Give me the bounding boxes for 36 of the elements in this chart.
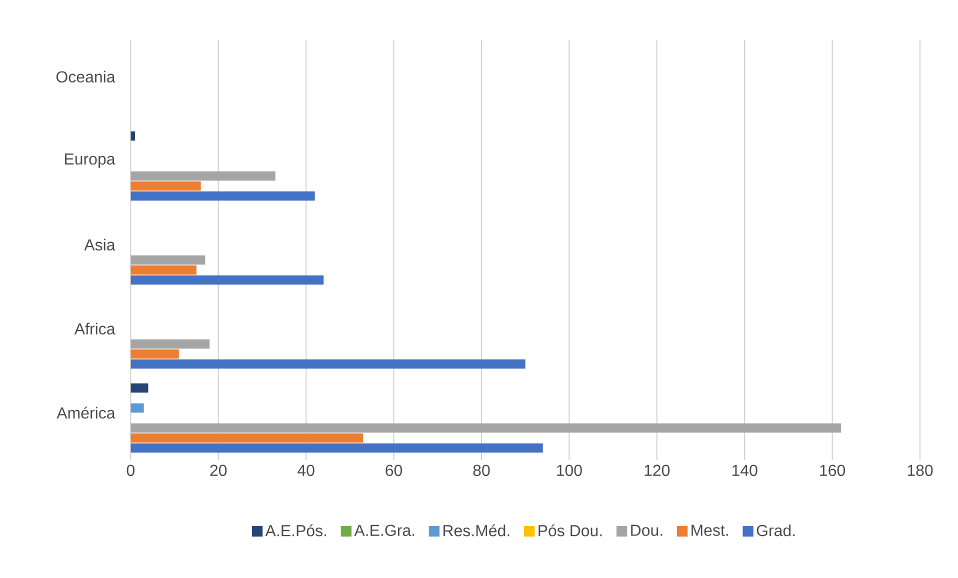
y-tick-label: Europa: [65, 154, 116, 168]
x-tick-label: 180: [908, 464, 933, 476]
x-tick-label: 80: [473, 464, 490, 476]
bar: [130, 171, 276, 181]
legend-label: Mest.: [692, 524, 728, 536]
x-tick-label: 160: [820, 464, 846, 476]
bar: [130, 275, 324, 285]
bar: [130, 181, 201, 191]
bar: [130, 443, 543, 453]
legend-label: Pós Dou.: [538, 524, 602, 536]
bar: [130, 433, 364, 443]
legend-label: Grad.: [756, 524, 795, 536]
x-tick-label: 100: [557, 464, 582, 476]
x-tick-label: 0: [126, 464, 135, 476]
legend-label: A.E.Gra.: [354, 524, 414, 536]
bar: [130, 423, 842, 433]
y-tick-label: Oceania: [56, 70, 116, 83]
y-tick-label: Asia: [84, 238, 116, 251]
legend-label: Dou.: [631, 524, 662, 536]
x-tick-label: 60: [386, 464, 402, 476]
bar: [130, 265, 196, 275]
bar: [130, 383, 148, 393]
bar: [130, 403, 144, 413]
x-tick-label: 20: [210, 464, 227, 476]
x-tick-label: 140: [732, 464, 758, 476]
y-tick-label: América: [56, 406, 116, 419]
bar: [130, 359, 526, 369]
legend-label: Res.Méd.: [444, 524, 510, 536]
bar: [130, 349, 179, 359]
legend-label: A.E.Pós.: [265, 524, 326, 536]
y-tick-label: Africa: [74, 322, 116, 335]
x-tick-label: 40: [298, 464, 314, 476]
bar: [130, 191, 315, 201]
x-tick-label: 120: [644, 464, 670, 476]
bar: [130, 339, 210, 349]
bar: [130, 255, 206, 265]
